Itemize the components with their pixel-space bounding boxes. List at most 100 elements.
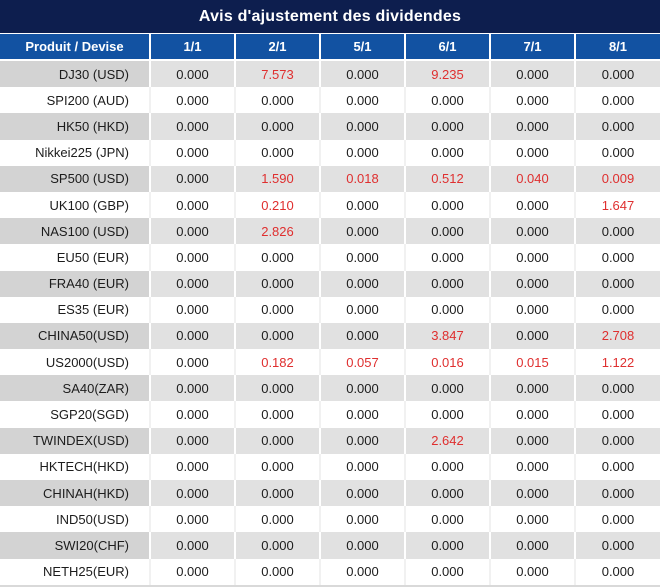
value-cell: 0.182 xyxy=(234,349,319,376)
value-cell: 0.000 xyxy=(149,375,234,402)
value-cell: 0.000 xyxy=(149,532,234,559)
value-cell: 2.708 xyxy=(574,322,660,350)
panel-title: Avis d'ajustement des dividendes xyxy=(0,0,660,33)
value-cell: 0.000 xyxy=(319,296,404,323)
value-cell: 0.000 xyxy=(404,506,489,533)
value-cell: 0.000 xyxy=(149,270,234,297)
value-cell: 0.000 xyxy=(574,244,660,271)
column-header-date: 5/1 xyxy=(319,33,404,61)
value-cell: 0.015 xyxy=(489,349,574,376)
table-row: CHINAH(HKD) 0.000 0.000 0.000 0.000 0.000 0.00… xyxy=(0,480,660,507)
table-row: CHINA50(USD) 0.000 0.000 0.000 3.847 0.000 2.7… xyxy=(0,322,660,350)
table-row: DJ30 (USD) 0.000 7.573 0.000 9.235 0.000 0.000 xyxy=(0,61,660,88)
value-cell: 0.000 xyxy=(489,270,574,297)
value-cell: 0.000 xyxy=(404,401,489,428)
value-cell: 0.000 xyxy=(149,218,234,245)
value-cell: 0.000 xyxy=(489,113,574,140)
value-cell: 0.000 xyxy=(149,191,234,219)
value-cell: 0.000 xyxy=(319,139,404,166)
value-cell: 0.000 xyxy=(319,532,404,559)
value-cell: 0.018 xyxy=(319,165,404,192)
product-cell: FRA40 (EUR) xyxy=(0,270,149,297)
value-cell: 0.000 xyxy=(234,270,319,297)
header-row: Produit / Devise 1/1 2/1 5/1 6/1 7/1 8/1 xyxy=(0,33,660,61)
product-cell: NAS100 (USD) xyxy=(0,218,149,245)
value-cell: 0.000 xyxy=(149,61,234,88)
value-cell: 0.512 xyxy=(404,165,489,192)
value-cell: 0.000 xyxy=(319,558,404,585)
value-cell: 0.000 xyxy=(149,113,234,140)
value-cell: 0.000 xyxy=(319,453,404,480)
value-cell: 0.000 xyxy=(489,218,574,245)
table-row: ES35 (EUR) 0.000 0.000 0.000 0.000 0.000 0.000 xyxy=(0,296,660,323)
table-row: SGP20(SGD) 0.000 0.000 0.000 0.000 0.000 0.000 xyxy=(0,401,660,428)
value-cell: 2.642 xyxy=(404,427,489,454)
column-header-product: Produit / Devise xyxy=(0,33,149,61)
product-cell: SA40(ZAR) xyxy=(0,375,149,402)
value-cell: 0.000 xyxy=(319,244,404,271)
value-cell: 0.000 xyxy=(574,375,660,402)
value-cell: 0.000 xyxy=(149,480,234,507)
value-cell: 0.000 xyxy=(234,532,319,559)
product-cell: CHINAH(HKD) xyxy=(0,480,149,507)
product-cell: DJ30 (USD) xyxy=(0,61,149,88)
value-cell: 0.000 xyxy=(489,87,574,114)
value-cell: 0.000 xyxy=(489,61,574,88)
value-cell: 0.000 xyxy=(319,427,404,454)
value-cell: 0.000 xyxy=(574,401,660,428)
value-cell: 0.040 xyxy=(489,165,574,192)
value-cell: 0.009 xyxy=(574,165,660,192)
value-cell: 1.122 xyxy=(574,349,660,376)
value-cell: 0.000 xyxy=(234,427,319,454)
value-cell: 0.000 xyxy=(574,113,660,140)
value-cell: 0.000 xyxy=(319,375,404,402)
value-cell: 0.000 xyxy=(319,87,404,114)
value-cell: 0.000 xyxy=(574,87,660,114)
value-cell: 0.000 xyxy=(489,191,574,219)
value-cell: 0.000 xyxy=(149,401,234,428)
value-cell: 0.000 xyxy=(234,139,319,166)
value-cell: 0.000 xyxy=(574,427,660,454)
value-cell: 0.000 xyxy=(149,558,234,585)
table-row: IND50(USD) 0.000 0.000 0.000 0.000 0.000 0.000 xyxy=(0,506,660,533)
value-cell: 0.000 xyxy=(149,506,234,533)
value-cell: 0.000 xyxy=(234,558,319,585)
product-cell: UK100 (GBP) xyxy=(0,191,149,219)
value-cell: 0.000 xyxy=(404,139,489,166)
value-cell: 0.000 xyxy=(489,480,574,507)
value-cell: 0.000 xyxy=(319,506,404,533)
table-row: EU50 (EUR) 0.000 0.000 0.000 0.000 0.000 0.000 xyxy=(0,244,660,271)
table-row: HK50 (HKD) 0.000 0.000 0.000 0.000 0.000 0.000 xyxy=(0,113,660,140)
value-cell: 0.000 xyxy=(489,453,574,480)
product-cell: CHINA50(USD) xyxy=(0,322,149,350)
column-header-date: 2/1 xyxy=(234,33,319,61)
table-row: SP500 (USD) 0.000 1.590 0.018 0.512 0.040 0.00… xyxy=(0,165,660,192)
value-cell: 0.000 xyxy=(489,139,574,166)
product-cell: SWI20(CHF) xyxy=(0,532,149,559)
value-cell: 0.210 xyxy=(234,191,319,219)
value-cell: 0.000 xyxy=(234,401,319,428)
value-cell: 0.000 xyxy=(149,453,234,480)
value-cell: 0.000 xyxy=(149,322,234,350)
value-cell: 0.000 xyxy=(404,270,489,297)
value-cell: 0.000 xyxy=(234,244,319,271)
value-cell: 0.000 xyxy=(404,558,489,585)
value-cell: 0.000 xyxy=(404,480,489,507)
value-cell: 0.000 xyxy=(319,270,404,297)
value-cell: 2.826 xyxy=(234,218,319,245)
value-cell: 0.000 xyxy=(319,322,404,350)
value-cell: 9.235 xyxy=(404,61,489,88)
value-cell: 0.000 xyxy=(234,506,319,533)
column-header-date: 8/1 xyxy=(574,33,660,61)
value-cell: 0.000 xyxy=(404,244,489,271)
product-cell: SP500 (USD) xyxy=(0,165,149,192)
value-cell: 1.647 xyxy=(574,191,660,219)
value-cell: 0.000 xyxy=(574,480,660,507)
value-cell: 0.000 xyxy=(574,558,660,585)
value-cell: 7.573 xyxy=(234,61,319,88)
value-cell: 0.000 xyxy=(149,244,234,271)
value-cell: 0.000 xyxy=(149,87,234,114)
value-cell: 0.000 xyxy=(404,532,489,559)
value-cell: 0.000 xyxy=(574,61,660,88)
value-cell: 0.000 xyxy=(404,296,489,323)
